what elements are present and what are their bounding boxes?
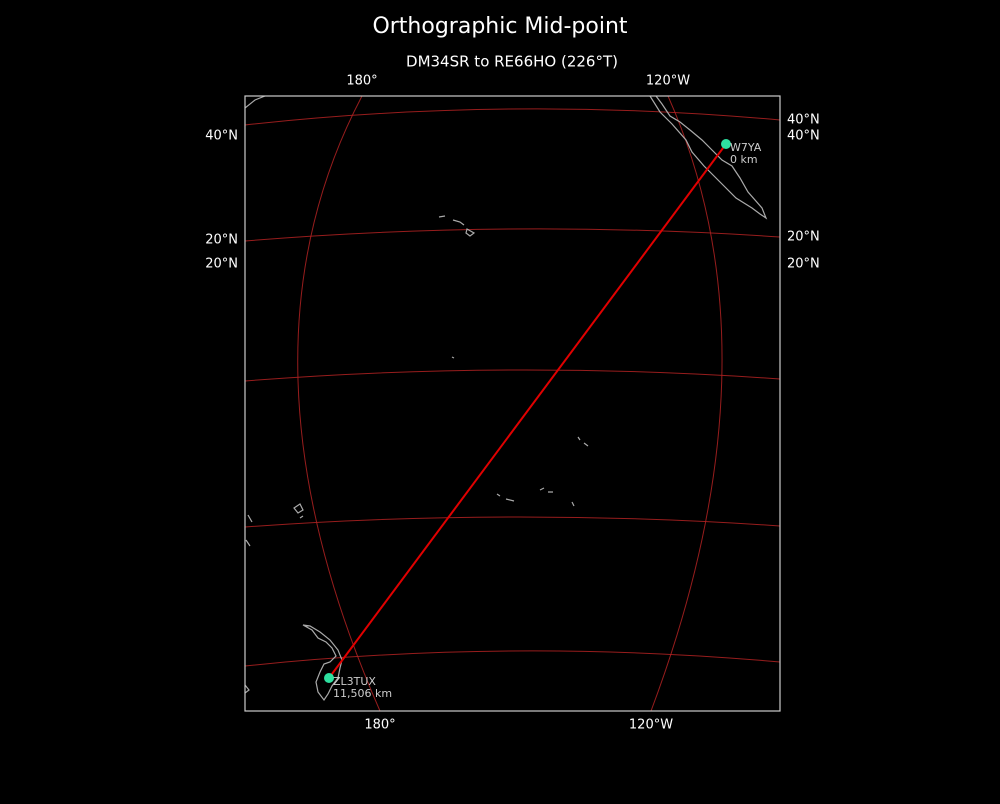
station-distance: 0 km [730,153,758,166]
parallel [245,228,780,242]
grid-label: 180° [346,74,377,89]
grid-label: 40°N [787,113,820,128]
meridian [297,96,381,711]
map-area [245,96,780,711]
grid-label: 20°N [787,257,820,272]
grid-label: 120°W [646,74,690,89]
station-call: W7YA [730,141,762,154]
title: Orthographic Mid-point [372,14,627,39]
station-call: ZL3TUX [333,675,376,688]
meridian [650,96,723,711]
parallel [245,108,780,126]
coastline [245,684,250,694]
coastline [245,356,589,547]
station-marker [324,673,334,683]
grid-label: 20°N [205,257,238,272]
parallel [245,369,780,382]
station-marker [721,139,731,149]
grid-label: 180° [364,718,395,733]
grid-label: 40°N [205,129,238,144]
coastline [438,215,476,237]
parallel [245,650,780,667]
great-circle-path [328,143,727,679]
coastline [302,624,343,702]
subtitle: DM34SR to RE66HO (226°T) [406,53,618,71]
coastline [245,96,266,109]
coastlines [245,96,768,702]
grid-label: 40°N [787,129,820,144]
grid-label: 120°W [629,718,673,733]
coastline [293,503,304,519]
graticule [245,96,780,711]
grid-label: 20°N [787,230,820,245]
station-distance: 11,506 km [333,687,392,700]
grid-label: 20°N [205,233,238,248]
coastline [649,96,768,220]
map-frame [244,95,781,712]
